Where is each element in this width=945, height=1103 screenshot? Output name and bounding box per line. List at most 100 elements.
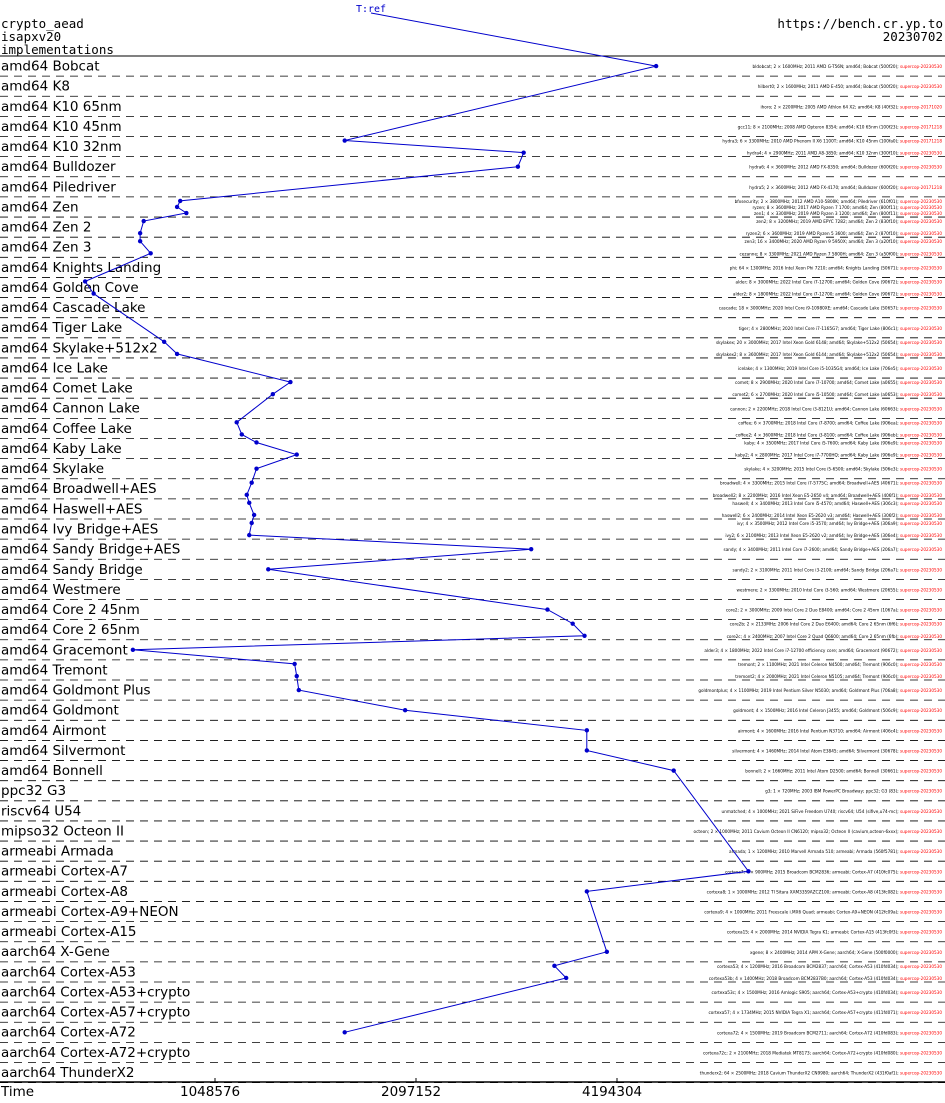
x-tick-label: 4194304 xyxy=(582,1084,642,1100)
group-label: amd64 Goldmont Plus xyxy=(1,683,151,699)
machine-annotation: core2b; 2 × 2133MHz; 2006 Intel Core 2 D… xyxy=(730,622,943,627)
machine-annotation: octeon; 2 × 1000MHz; 2011 Cavium Octeon … xyxy=(694,829,943,834)
machine-annotation: alder3; 4 × 1800MHz; 2022 Intel Core i7-… xyxy=(704,648,942,653)
x-tick-label: 1048576 xyxy=(180,1084,240,1100)
group-label: amd64 Kaby Lake xyxy=(1,441,122,457)
machine-annotation: silvermont; 4 × 1460MHz; 2014 Intel Atom… xyxy=(732,748,942,753)
timing-point xyxy=(515,164,521,169)
machine-annotation: thunderx2; 64 × 2500MHz; 2018 Cavium Thu… xyxy=(700,1071,943,1076)
group-label: riscv64 U54 xyxy=(1,803,81,819)
group-label: amd64 Zen xyxy=(1,199,79,215)
group-label: aarch64 ThunderX2 xyxy=(1,1065,134,1081)
machine-annotation: comet2; 6 × 2700MHz; 2020 Intel Core i5-… xyxy=(732,392,942,397)
timing-point xyxy=(249,520,254,526)
timing-point xyxy=(137,238,143,244)
machine-annotation: sandy; 4 × 3400MHz; 2011 Intel Core i7-2… xyxy=(724,547,943,552)
machine-annotation: icelake; 4 × 1300MHz; 2019 Intel Core i5… xyxy=(738,366,942,371)
group-label: amd64 K10 45nm xyxy=(1,119,122,135)
machine-annotation: g3; 1 × 720MHz; 2003 IBM PowerPC Broadwa… xyxy=(765,789,942,794)
group-label: amd64 Tremont xyxy=(1,662,108,678)
group-label: aarch64 Cortex-A72 xyxy=(1,1025,136,1041)
group-label: amd64 Coffee Lake xyxy=(1,421,132,437)
machine-annotation: airmont; 4 × 1600MHz; 2016 Intel Pentium… xyxy=(738,728,943,733)
machine-annotation: hydra3; 6 × 3300MHz; 2010 AMD Phenom II … xyxy=(722,139,942,144)
timing-point xyxy=(294,673,299,679)
timing-point xyxy=(148,251,153,256)
group-label: armeabi Cortex-A7 xyxy=(1,864,128,880)
group-label: ppc32 G3 xyxy=(1,783,66,799)
machine-annotation: bonnell; 2 × 1660MHz; 2011 Intel Atom D2… xyxy=(745,769,942,774)
group-labels: amd64 Bobcat amd64 K8 amd64 K10 65nm amd64 … xyxy=(1,59,190,1082)
machine-annotation: hilbert0; 2 × 1600MHz; 2011 AMD E-450; a… xyxy=(758,84,943,89)
group-label: amd64 Core 2 45nm xyxy=(1,602,140,618)
x-axis: Time 1048576 2097152 4194304 xyxy=(0,1078,945,1100)
timing-point xyxy=(552,963,557,969)
machine-annotation: haswell2; 6 × 2400MHz; 2014 Intel Xeon E… xyxy=(722,513,943,518)
group-label: amd64 Ivy Bridge+AES xyxy=(1,521,158,537)
machine-annotation: cortexa72; 4 × 1500MHz; 2019 Broadcom BC… xyxy=(717,1030,942,1035)
timing-point xyxy=(545,607,550,612)
machine-annotation: coffee2; 4 × 3600MHz; 2018 Intel Core i3… xyxy=(736,432,943,437)
timing-point xyxy=(528,546,534,552)
machine-annotation: skylakex2; 8 × 3600MHz; 2017 Intel Xeon … xyxy=(716,352,942,357)
timing-point xyxy=(234,420,239,425)
machine-annotation: sandy2; 2 × 3100MHz; 2011 Intel Core i3-… xyxy=(733,567,943,572)
timing-point xyxy=(82,279,88,284)
timing-point xyxy=(178,198,183,204)
group-label: amd64 K8 xyxy=(1,79,70,95)
machine-annotation: core2c; 4 × 2400MHz; 2007 Intel Core 2 Q… xyxy=(727,634,943,639)
group-label: amd64 Cannon Lake xyxy=(1,401,140,417)
header-line1: crypto_aead xyxy=(1,16,84,31)
timing-line xyxy=(84,12,750,1033)
timing-point xyxy=(292,661,297,667)
timing-point xyxy=(91,291,96,296)
machine-annotation: unmatched; 4 × 1000MHz; 2021 SiFive Free… xyxy=(722,809,943,814)
machine-annotation: alder; 8 × 3000MHz; 2022 Intel Core i7-1… xyxy=(736,279,943,284)
machine-annotation: cortexa15; 4 × 2000MHz; 2014 NVIDIA Tegr… xyxy=(727,930,943,935)
group-label: amd64 Sandy Bridge xyxy=(1,562,143,578)
machine-annotation: phi; 64 × 1300MHz; 2016 Intel Xeon Phi 7… xyxy=(730,265,943,270)
group-label: amd64 Haswell+AES xyxy=(1,501,142,517)
machine-annotation: ryzen; 8 × 3600MHz; 2017 AMD Ryzen 7 170… xyxy=(752,205,942,210)
machine-annotation: cortexa53b; 4 × 1400MHz; 2018 Broadcom B… xyxy=(709,976,943,981)
group-label: amd64 K10 32nm xyxy=(1,139,122,155)
machine-annotation: cezanne; 8 × 3300MHz; 2021 AMD Ryzen 7 5… xyxy=(740,251,943,256)
x-axis-label: Time xyxy=(0,1084,34,1100)
machine-annotation: cascade; 18 × 3000MHz; 2020 Intel Core i… xyxy=(719,306,943,311)
timing-point xyxy=(584,889,590,894)
timing-point xyxy=(402,708,408,713)
timing-point xyxy=(130,647,136,653)
machine-annotation: skylake; 4 × 3200MHz; 2015 Intel Core i5… xyxy=(744,467,942,472)
machine-annotation: ivy; 4 × 3500MHz; 2012 Intel Core i5-357… xyxy=(737,521,943,526)
timing-point xyxy=(563,975,569,981)
group-label: amd64 Comet Lake xyxy=(1,381,133,397)
timing-point xyxy=(746,869,751,874)
timing-point xyxy=(161,339,167,345)
machine-annotation: tiger; 4 × 2800MHz; 2020 Intel Core i7-1… xyxy=(739,326,943,331)
machine-annotation: zen2; 8 × 3200MHz; 2019 AMD EPYC 7282; a… xyxy=(756,219,942,224)
timing-point xyxy=(582,633,587,638)
timing-point xyxy=(294,452,299,457)
machine-annotation: coffee; 6 × 3700MHz; 2018 Intel Core i7-… xyxy=(738,420,942,425)
machine-annotation: cortexa9; 4 × 1000MHz; 2011 Freescale i.… xyxy=(704,910,942,915)
timing-point xyxy=(247,500,252,506)
timing-point xyxy=(239,432,244,437)
machine-annotation: cortexa8; 1 × 1000MHz; 2012 TI Sitara XA… xyxy=(707,889,943,894)
timing-point xyxy=(174,204,180,210)
machine-annotation: westmere; 2 × 3300MHz; 2010 Intel Core i… xyxy=(736,587,942,592)
machine-annotation: goldmont; 4 × 1500MHz; 2016 Intel Celero… xyxy=(733,708,942,713)
timing-point xyxy=(671,768,676,773)
timing-point xyxy=(251,512,257,518)
group-label: amd64 Piledriver xyxy=(1,179,116,195)
timing-point xyxy=(254,466,259,471)
timing-point xyxy=(288,379,293,385)
group-label: amd64 Zen 2 xyxy=(1,220,91,236)
group-label: aarch64 X-Gene xyxy=(1,944,110,960)
group-label: amd64 Bonnell xyxy=(1,763,103,779)
group-label: amd64 Core 2 65nm xyxy=(1,622,140,638)
row-separators xyxy=(0,55,945,1084)
machine-annotation: comet; 8 × 2900MHz; 2020 Intel Core i7-1… xyxy=(735,380,942,385)
benchmark-date: 20230702 xyxy=(882,29,943,44)
machine-annotation: ivy2; 6 × 2100MHz; 2013 Intel Xeon E5-26… xyxy=(725,533,942,538)
